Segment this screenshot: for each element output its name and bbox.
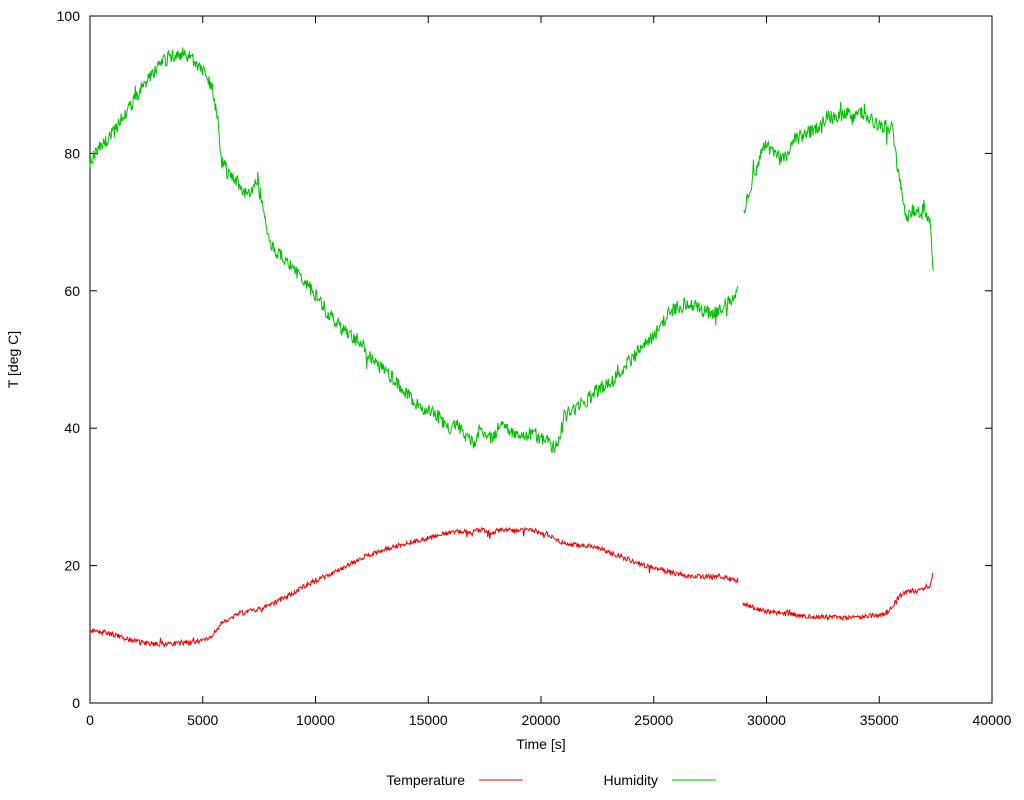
y-tick-label: 100 <box>57 8 81 24</box>
x-tick-label: 15000 <box>409 712 448 728</box>
x-tick-label: 0 <box>86 712 94 728</box>
y-tick-label: 60 <box>64 283 80 299</box>
x-tick-label: 5000 <box>187 712 218 728</box>
series-line-humidity <box>743 101 934 272</box>
x-axis-title: Time [s] <box>516 736 565 752</box>
x-tick-label: 20000 <box>522 712 561 728</box>
x-tick-label: 35000 <box>860 712 899 728</box>
y-tick-label: 80 <box>64 145 80 161</box>
y-tick-label: 0 <box>72 695 80 711</box>
series-line-temperature <box>89 526 739 648</box>
x-tick-label: 10000 <box>296 712 335 728</box>
x-tick-label: 30000 <box>747 712 786 728</box>
y-tick-label: 40 <box>64 420 80 436</box>
plot-border <box>89 15 993 704</box>
series-line-humidity <box>89 47 739 454</box>
x-tick-label: 40000 <box>973 712 1012 728</box>
legend-label-temperature: Temperature <box>386 772 465 788</box>
series-line-temperature <box>742 572 934 622</box>
legend-label-humidity: Humidity <box>604 772 658 788</box>
y-tick-label: 20 <box>64 558 80 574</box>
x-tick-label: 25000 <box>634 712 673 728</box>
y-axis-title: T [deg C] <box>5 331 21 388</box>
